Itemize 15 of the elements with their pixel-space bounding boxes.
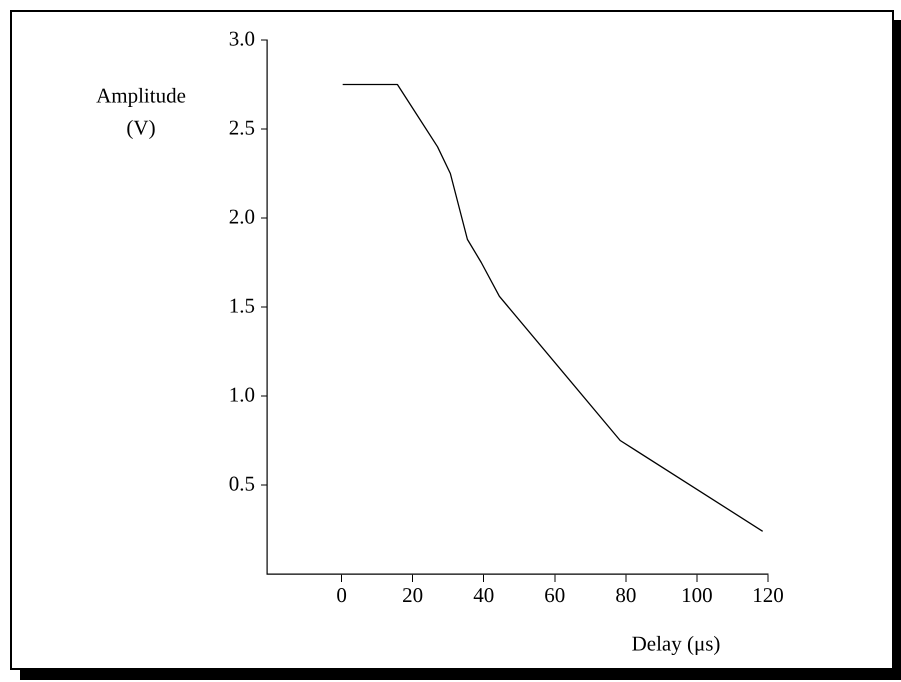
- y-tick-label: 1.0: [228, 382, 255, 407]
- y-tick-label: 3.0: [228, 26, 255, 51]
- y-tick-label: 1.5: [228, 294, 255, 318]
- y-tick-label: 2.5: [228, 116, 255, 140]
- x-tick-label: 120: [752, 583, 784, 608]
- x-axis-title: Delay (μs): [632, 632, 720, 656]
- x-tick-label: 60: [544, 583, 566, 608]
- x-tick-label: 20: [402, 583, 424, 608]
- x-tick-label: 100: [681, 583, 713, 608]
- y-tick-label: 0.5: [228, 472, 255, 496]
- y-tick-label: 2.0: [228, 204, 255, 229]
- x-tick-label: 80: [615, 583, 636, 608]
- y-axis-title: Amplitude (V): [96, 84, 186, 140]
- x-tick-label: 40: [473, 583, 494, 608]
- x-tick-label: 0: [336, 583, 347, 608]
